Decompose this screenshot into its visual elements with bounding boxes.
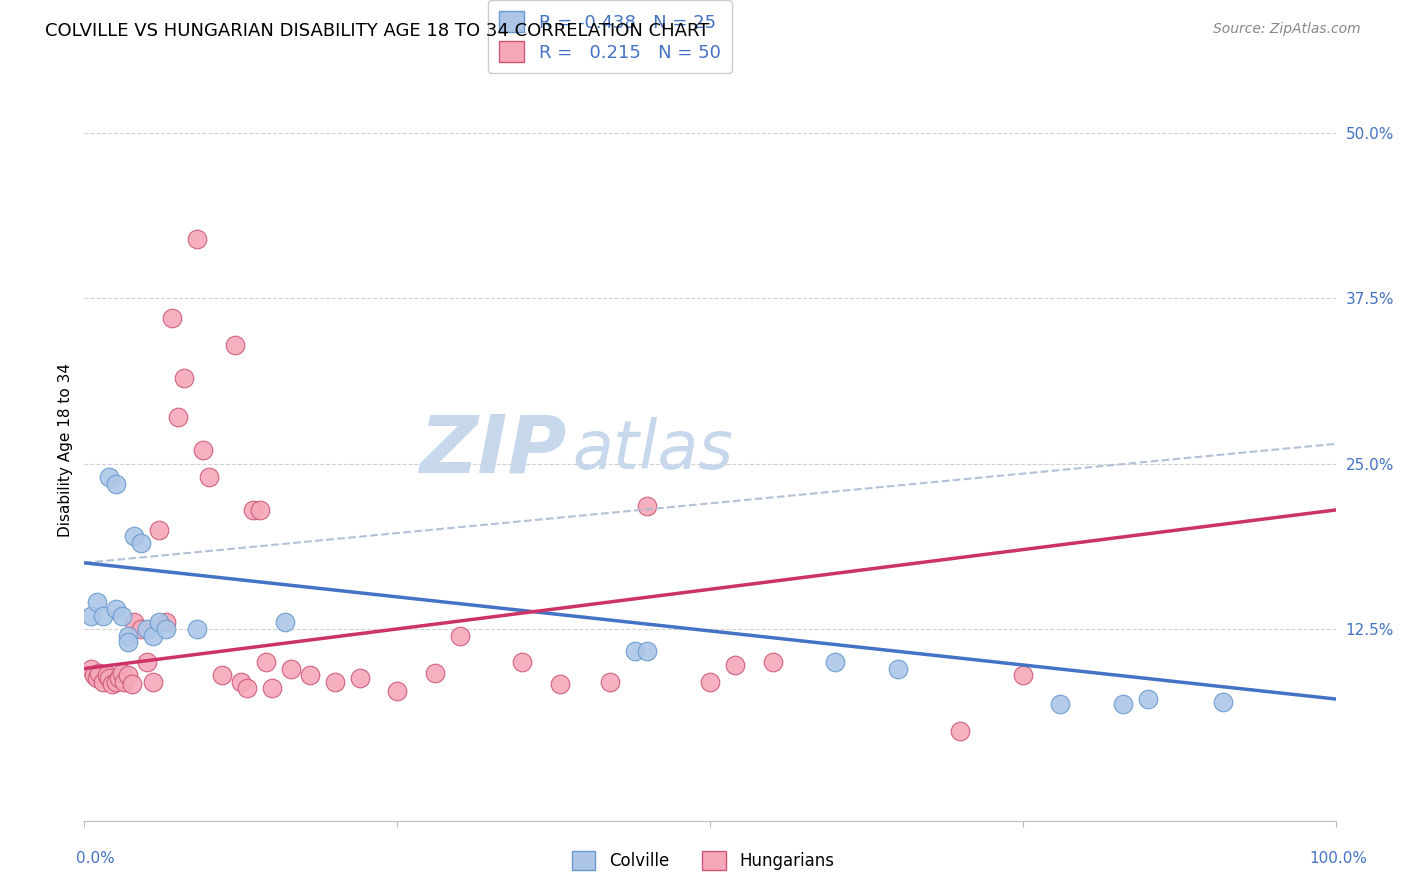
- Point: [1049, 698, 1071, 712]
- Point: [155, 622, 177, 636]
- Point: [699, 674, 721, 689]
- Point: [1212, 695, 1234, 709]
- Point: [104, 674, 127, 689]
- Point: [323, 674, 346, 689]
- Point: [186, 232, 208, 246]
- Point: [280, 662, 302, 676]
- Point: [96, 668, 118, 682]
- Point: [599, 674, 621, 689]
- Point: [1136, 692, 1159, 706]
- Point: [167, 410, 190, 425]
- Point: [512, 655, 534, 669]
- Point: [887, 662, 910, 676]
- Legend: Colville, Hungarians: Colville, Hungarians: [565, 844, 841, 877]
- Point: [129, 536, 152, 550]
- Point: [79, 608, 101, 623]
- Point: [121, 677, 143, 691]
- Point: [111, 665, 134, 680]
- Point: [86, 595, 108, 609]
- Point: [229, 674, 252, 689]
- Point: [86, 671, 108, 685]
- Point: [211, 668, 233, 682]
- Point: [112, 674, 135, 689]
- Point: [236, 681, 259, 696]
- Text: ZIP: ZIP: [419, 411, 567, 490]
- Point: [148, 523, 170, 537]
- Point: [83, 668, 105, 682]
- Point: [155, 615, 177, 630]
- Point: [108, 671, 131, 685]
- Y-axis label: Disability Age 18 to 34: Disability Age 18 to 34: [58, 363, 73, 538]
- Point: [117, 668, 139, 682]
- Legend: R = -0.438   N = 25, R =   0.215   N = 50: R = -0.438 N = 25, R = 0.215 N = 50: [488, 1, 731, 73]
- Point: [98, 671, 121, 685]
- Point: [298, 668, 321, 682]
- Point: [624, 644, 647, 658]
- Point: [273, 615, 295, 630]
- Text: 100.0%: 100.0%: [1309, 851, 1368, 865]
- Point: [637, 499, 659, 513]
- Point: [136, 655, 159, 669]
- Point: [949, 723, 972, 738]
- Text: 0.0%: 0.0%: [76, 851, 115, 865]
- Point: [349, 671, 371, 685]
- Point: [142, 674, 165, 689]
- Point: [249, 503, 271, 517]
- Point: [637, 644, 659, 658]
- Point: [385, 684, 409, 698]
- Point: [193, 443, 215, 458]
- Point: [104, 602, 127, 616]
- Point: [101, 677, 124, 691]
- Point: [724, 657, 747, 672]
- Point: [111, 608, 134, 623]
- Point: [173, 370, 195, 384]
- Text: COLVILLE VS HUNGARIAN DISABILITY AGE 18 TO 34 CORRELATION CHART: COLVILLE VS HUNGARIAN DISABILITY AGE 18 …: [45, 22, 710, 40]
- Point: [104, 476, 127, 491]
- Point: [1012, 668, 1035, 682]
- Point: [117, 635, 139, 649]
- Point: [423, 665, 446, 680]
- Point: [98, 470, 121, 484]
- Point: [262, 681, 284, 696]
- Text: Source: ZipAtlas.com: Source: ZipAtlas.com: [1213, 22, 1361, 37]
- Point: [824, 655, 846, 669]
- Point: [142, 629, 165, 643]
- Point: [89, 665, 111, 680]
- Point: [136, 622, 159, 636]
- Point: [449, 629, 471, 643]
- Point: [254, 655, 277, 669]
- Point: [242, 503, 264, 517]
- Point: [117, 629, 139, 643]
- Point: [1112, 698, 1135, 712]
- Point: [148, 615, 170, 630]
- Point: [91, 674, 114, 689]
- Point: [124, 529, 146, 543]
- Point: [160, 311, 183, 326]
- Point: [91, 608, 114, 623]
- Point: [79, 662, 101, 676]
- Point: [186, 622, 208, 636]
- Text: atlas: atlas: [572, 417, 734, 483]
- Point: [198, 470, 221, 484]
- Point: [129, 622, 152, 636]
- Point: [548, 677, 571, 691]
- Point: [224, 337, 246, 351]
- Point: [762, 655, 785, 669]
- Point: [124, 615, 146, 630]
